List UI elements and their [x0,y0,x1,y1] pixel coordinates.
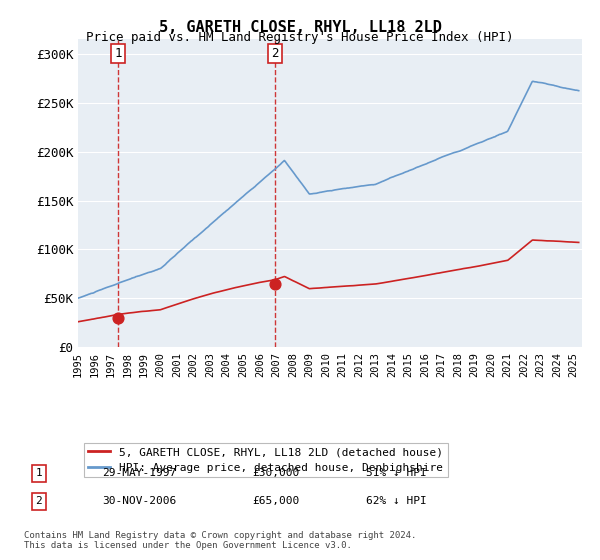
Text: 2: 2 [35,496,43,506]
Text: 51% ↓ HPI: 51% ↓ HPI [366,468,427,478]
Text: Price paid vs. HM Land Registry's House Price Index (HPI): Price paid vs. HM Land Registry's House … [86,31,514,44]
Text: 30-NOV-2006: 30-NOV-2006 [102,496,176,506]
Text: 62% ↓ HPI: 62% ↓ HPI [366,496,427,506]
Point [113,314,122,323]
Text: 5, GARETH CLOSE, RHYL, LL18 2LD: 5, GARETH CLOSE, RHYL, LL18 2LD [158,20,442,35]
Text: 1: 1 [35,468,43,478]
Text: 1: 1 [114,47,122,60]
Legend: 5, GARETH CLOSE, RHYL, LL18 2LD (detached house), HPI: Average price, detached h: 5, GARETH CLOSE, RHYL, LL18 2LD (detache… [83,443,448,477]
Text: 29-MAY-1997: 29-MAY-1997 [102,468,176,478]
Text: £65,000: £65,000 [252,496,299,506]
Text: 2: 2 [271,47,279,60]
Point [270,279,280,288]
Text: Contains HM Land Registry data © Crown copyright and database right 2024.
This d: Contains HM Land Registry data © Crown c… [24,530,416,550]
Text: £30,000: £30,000 [252,468,299,478]
